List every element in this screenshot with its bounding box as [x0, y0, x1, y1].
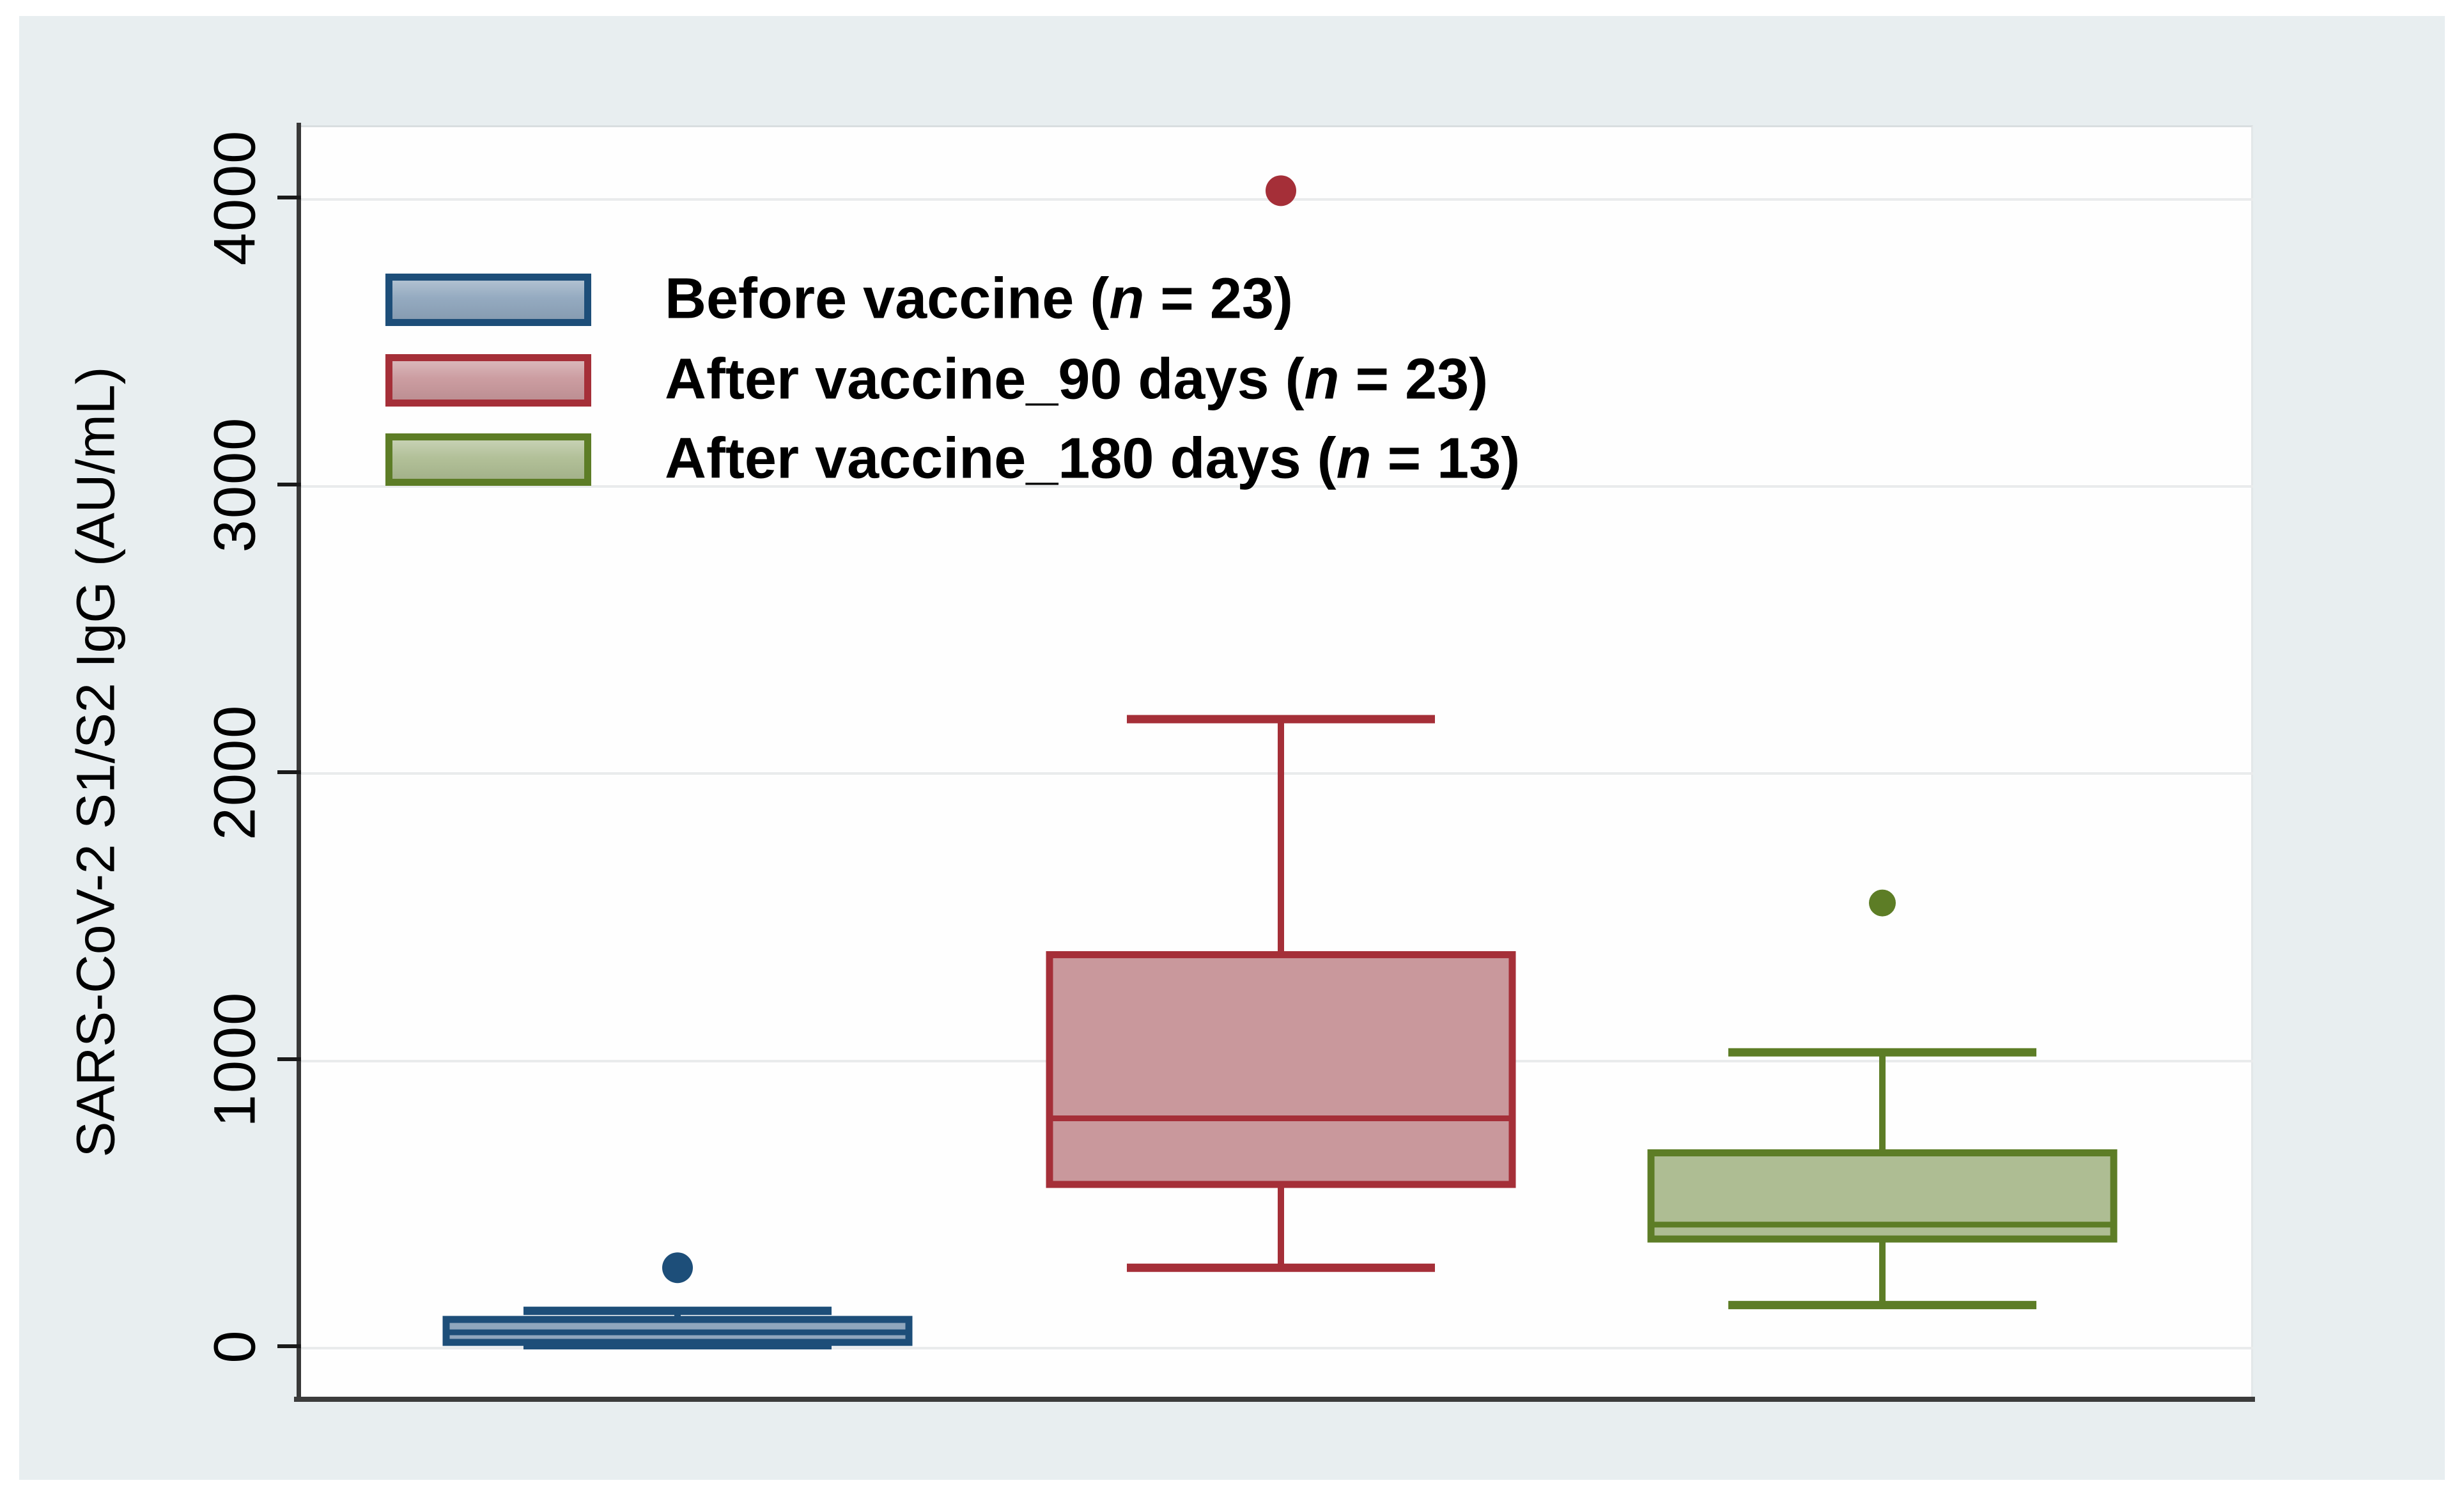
legend-n-symbol: n	[1336, 426, 1372, 491]
legend-text-suffix: = 23)	[1339, 347, 1489, 412]
x-axis-line	[294, 1397, 2255, 1402]
legend-swatch-before-vaccine	[385, 274, 591, 326]
y-tick-label-1000: 1000	[202, 991, 268, 1128]
legend-text-prefix: Before vaccine (	[665, 267, 1110, 331]
legend-swatch-gloss	[392, 281, 584, 319]
y-tick-3000	[277, 483, 301, 486]
boxplot-after-vaccine-180-days	[1647, 889, 2118, 1310]
outlier-dot	[1266, 175, 1296, 206]
y-gridline-3000	[300, 485, 2253, 488]
outlier-dot	[662, 1252, 693, 1284]
legend-swatch-gloss	[392, 361, 584, 400]
legend-text-suffix: = 23)	[1144, 267, 1293, 331]
y-tick-2000	[277, 770, 301, 774]
plot-area	[300, 125, 2253, 1399]
legend-n-symbol: n	[1304, 347, 1340, 412]
legend-label-after-90: After vaccine_90 days (n = 23)	[665, 347, 1488, 413]
y-tick-label-2000: 2000	[202, 704, 268, 841]
iqr-box	[1046, 951, 1516, 1188]
y-gridline-2000	[300, 772, 2253, 775]
legend-swatch-after-90	[385, 354, 591, 407]
y-tick-label-4000: 4000	[202, 129, 268, 266]
y-tick-1000	[277, 1057, 301, 1061]
y-tick-label-0: 0	[202, 1329, 268, 1363]
boxplot-after-vaccine-90-days	[1046, 175, 1516, 1272]
legend-label-before-vaccine: Before vaccine (n = 23)	[665, 267, 1293, 332]
y-tick-label-3000: 3000	[202, 416, 268, 553]
y-tick-0	[277, 1344, 301, 1348]
legend-swatch-after-180	[385, 433, 591, 486]
y-axis-title: SARS-CoV-2 S1/S2 IgG (AU/mL)	[65, 366, 126, 1158]
legend-text-suffix: = 13)	[1371, 426, 1521, 491]
outlier-dot	[1869, 889, 1896, 917]
boxplot-svg	[442, 175, 2118, 1350]
legend-swatch-gloss	[392, 440, 584, 479]
legend-n-symbol: n	[1109, 267, 1145, 331]
y-axis-line	[297, 123, 301, 1401]
y-tick-4000	[277, 196, 301, 199]
y-gridline-0	[300, 1347, 2253, 1349]
boxplot-before-vaccine	[442, 1252, 913, 1350]
legend-text-prefix: After vaccine_180 days (	[665, 426, 1337, 491]
legend-label-after-180: After vaccine_180 days (n = 13)	[665, 426, 1520, 492]
legend-text-prefix: After vaccine_90 days (	[665, 347, 1305, 412]
